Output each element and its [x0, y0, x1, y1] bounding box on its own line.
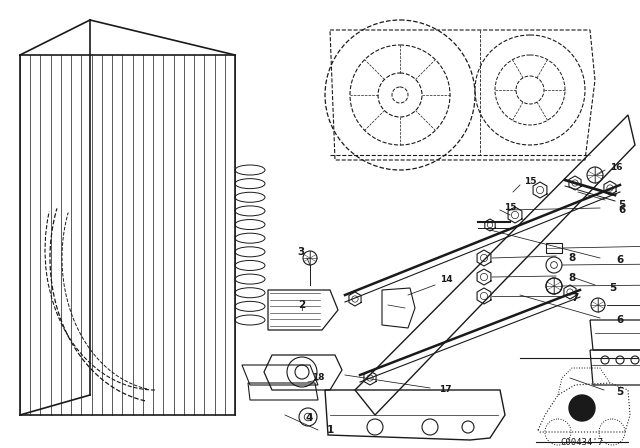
Text: 16: 16 [610, 164, 622, 172]
Text: 6: 6 [616, 315, 623, 325]
Text: 8: 8 [568, 273, 575, 283]
Text: C00434'7: C00434'7 [561, 438, 604, 447]
Text: 18: 18 [312, 374, 324, 383]
Text: 15: 15 [524, 177, 536, 186]
Text: 14: 14 [440, 276, 452, 284]
Text: 8: 8 [568, 253, 575, 263]
Text: 5: 5 [609, 283, 616, 293]
Bar [546, 243, 562, 253]
Text: 17: 17 [438, 385, 451, 395]
Text: 15: 15 [504, 203, 516, 212]
Text: 6: 6 [618, 205, 626, 215]
Text: 7: 7 [572, 293, 579, 303]
Text: 3: 3 [298, 247, 305, 257]
Text: 4: 4 [305, 413, 313, 423]
Text: 2: 2 [298, 300, 306, 310]
Circle shape [569, 395, 595, 421]
Text: 5: 5 [616, 387, 623, 397]
Text: 5: 5 [618, 200, 626, 210]
Text: 6: 6 [616, 255, 623, 265]
Text: 1: 1 [326, 425, 333, 435]
